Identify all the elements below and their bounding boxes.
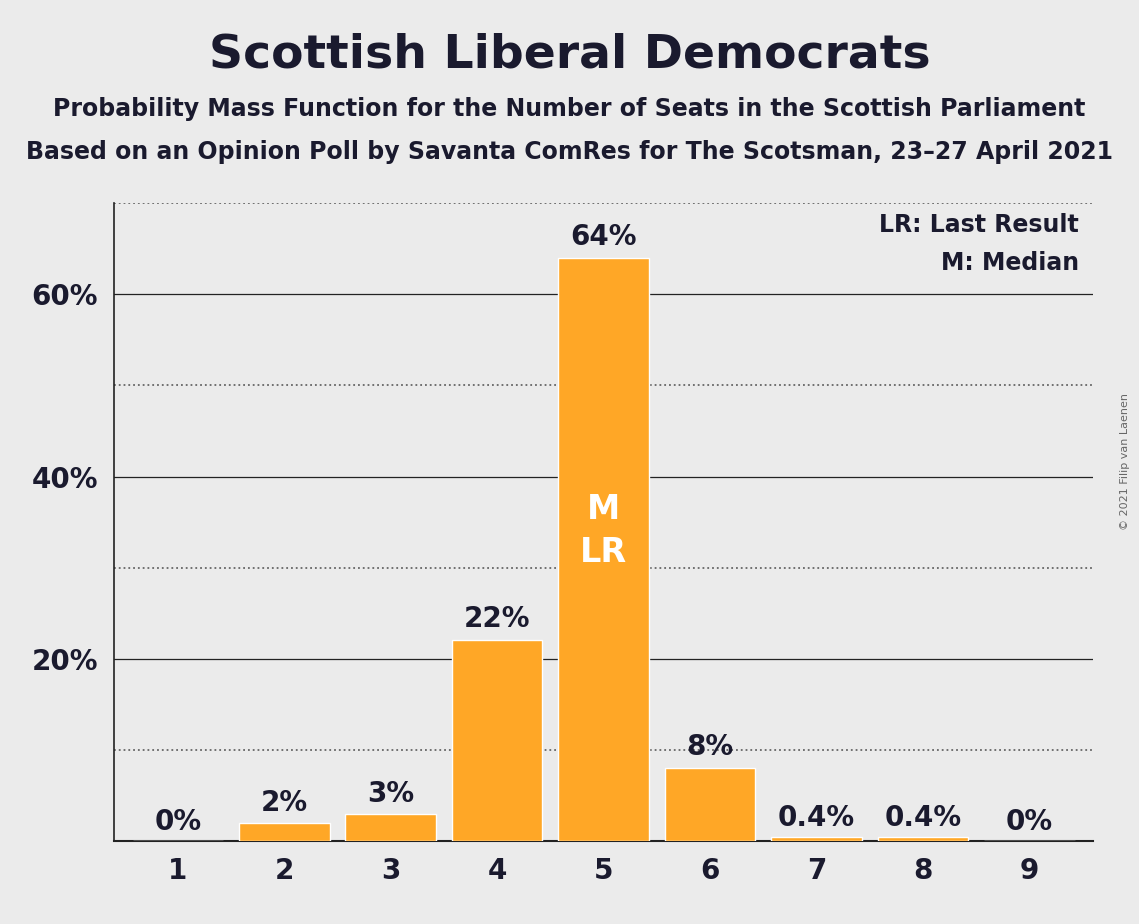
Text: 22%: 22% [464,605,531,633]
Text: 0%: 0% [1006,808,1054,836]
Bar [239,822,329,841]
Bar [878,837,968,841]
Text: Based on an Opinion Poll by Savanta ComRes for The Scotsman, 23–27 April 2021: Based on an Opinion Poll by Savanta ComR… [26,140,1113,164]
Text: Probability Mass Function for the Number of Seats in the Scottish Parliament: Probability Mass Function for the Number… [54,97,1085,121]
Text: 0.4%: 0.4% [778,804,855,832]
Text: Scottish Liberal Democrats: Scottish Liberal Democrats [208,32,931,78]
Text: M: Median: M: Median [941,251,1079,275]
Text: 2%: 2% [261,789,308,817]
Text: 0%: 0% [154,808,202,836]
Text: 3%: 3% [367,780,415,808]
Text: LR: Last Result: LR: Last Result [879,213,1079,237]
Bar [345,813,436,841]
Bar [558,258,649,841]
Bar [771,837,862,841]
Text: 8%: 8% [687,733,734,760]
Text: © 2021 Filip van Laenen: © 2021 Filip van Laenen [1120,394,1130,530]
Bar [665,768,755,841]
Text: M
LR: M LR [580,493,628,569]
Text: 0.4%: 0.4% [885,804,961,832]
Bar [452,640,542,841]
Text: 64%: 64% [571,223,637,250]
